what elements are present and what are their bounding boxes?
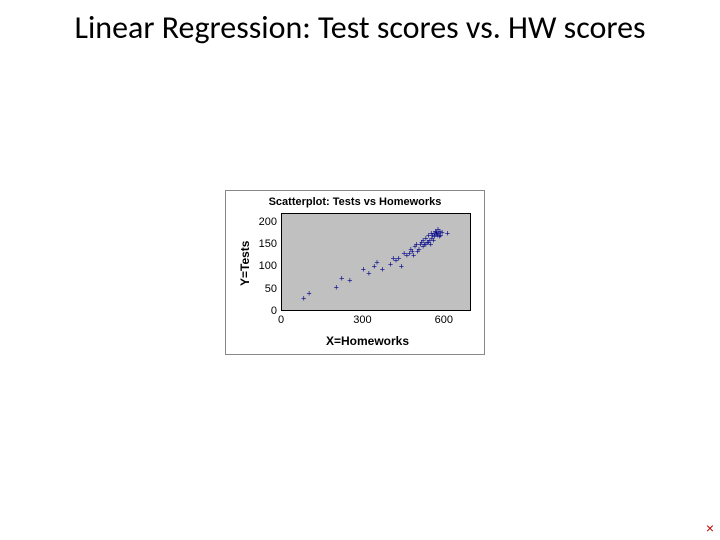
chart-title: Scatterplot: Tests vs Homeworks (226, 196, 484, 208)
close-marker-icon: × (706, 520, 714, 536)
slide-title: Linear Regression: Test scores vs. HW sc… (0, 10, 720, 45)
data-point: + (347, 276, 352, 285)
x-tick-label: 300 (342, 314, 382, 326)
data-point: + (339, 274, 344, 283)
x-tick-label: 600 (424, 314, 464, 326)
scatter-chart: Scatterplot: Tests vs Homeworks Y=Tests … (225, 190, 485, 355)
x-axis-label: X=Homeworks (326, 334, 409, 348)
data-point: + (380, 265, 385, 274)
x-tick-label: 0 (261, 314, 301, 326)
data-point: + (399, 263, 404, 272)
slide: Linear Regression: Test scores vs. HW sc… (0, 0, 720, 540)
data-point: + (307, 290, 312, 299)
y-tick-label: 50 (247, 283, 277, 295)
data-point: + (445, 230, 450, 239)
y-tick-label: 150 (247, 238, 277, 250)
y-tick-label: 100 (247, 260, 277, 272)
y-tick-label: 200 (247, 216, 277, 228)
plot-area: ++++++++++++++++++++++++++++++++++++++++… (281, 213, 471, 311)
data-point: + (334, 283, 339, 292)
